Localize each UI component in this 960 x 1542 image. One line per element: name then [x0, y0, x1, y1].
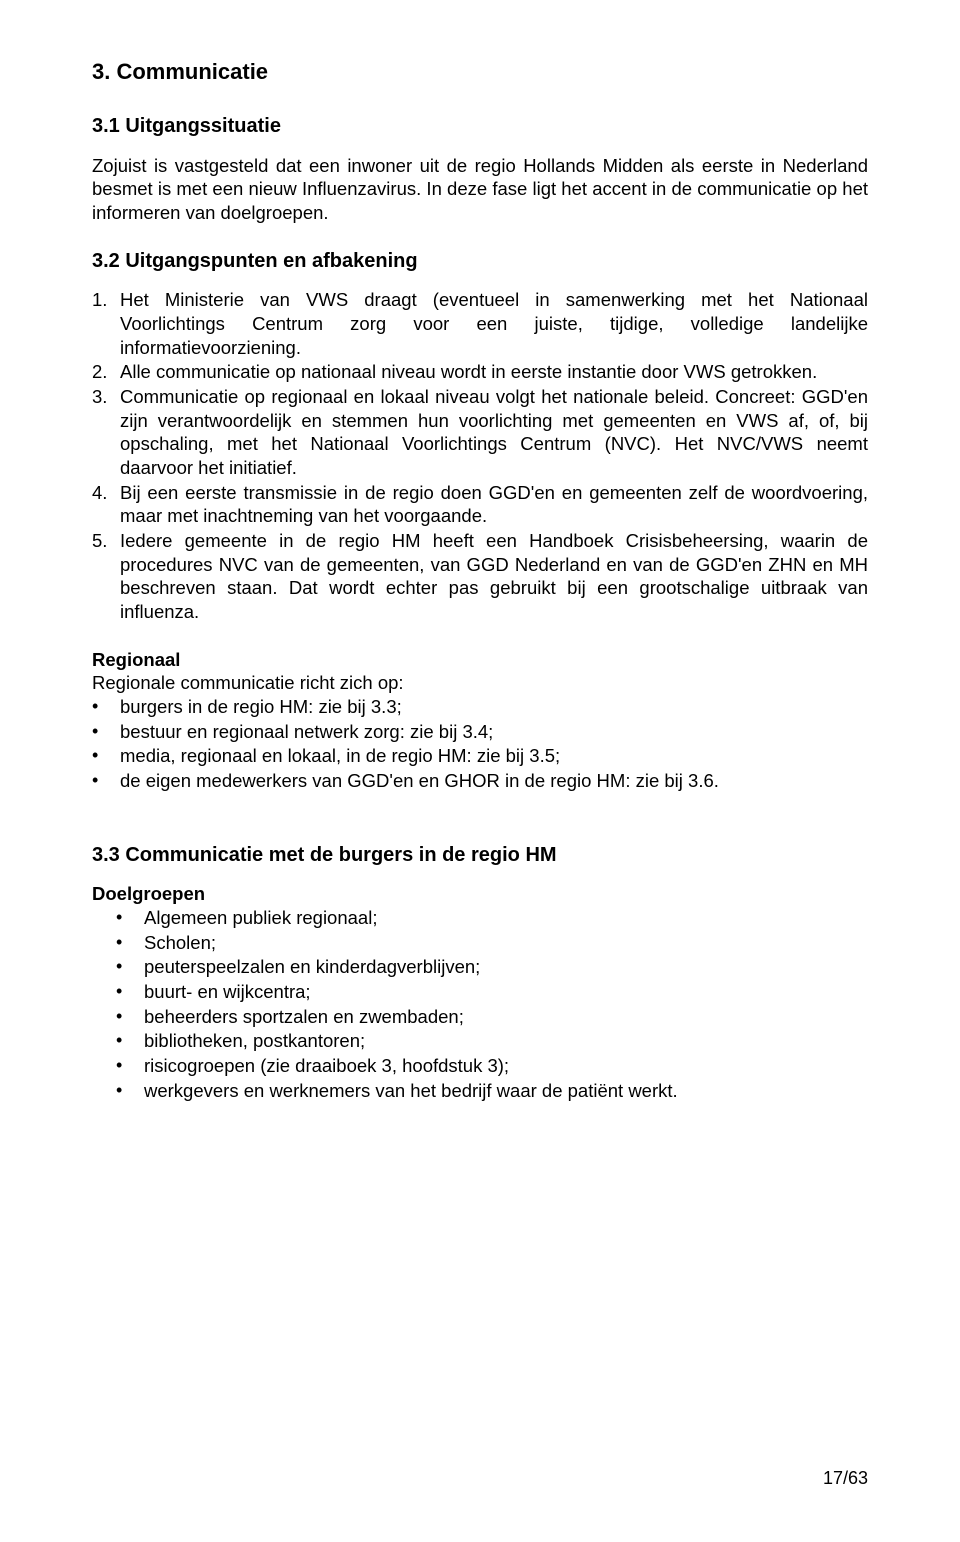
regionaal-intro: Regionale communicatie richt zich op:	[92, 671, 868, 695]
section-3-1-paragraph: Zojuist is vastgesteld dat een inwoner u…	[92, 154, 868, 225]
regionaal-list: burgers in de regio HM: zie bij 3.3; bes…	[92, 695, 868, 793]
section-3-2-heading: 3.2 Uitgangspunten en afbakening	[92, 249, 868, 275]
list-text: peuterspeelzalen en kinderdagverblijven;	[144, 955, 480, 979]
list-item: werkgevers en werknemers van het bedrijf…	[92, 1079, 868, 1103]
list-item: buurt- en wijkcentra;	[92, 980, 868, 1004]
list-text: burgers in de regio HM: zie bij 3.3;	[120, 695, 402, 719]
list-item: 1.Het Ministerie van VWS draagt (eventue…	[92, 288, 868, 359]
list-number: 4.	[92, 481, 120, 528]
list-number: 5.	[92, 529, 120, 624]
list-item: 5.Iedere gemeente in de regio HM heeft e…	[92, 529, 868, 624]
list-item: risicogroepen (zie draaiboek 3, hoofdstu…	[92, 1054, 868, 1078]
list-text: Scholen;	[144, 931, 216, 955]
list-text: media, regionaal en lokaal, in de regio …	[120, 744, 560, 768]
list-item: beheerders sportzalen en zwembaden;	[92, 1005, 868, 1029]
list-item: de eigen medewerkers van GGD'en en GHOR …	[92, 769, 868, 793]
section-3-2-list: 1.Het Ministerie van VWS draagt (eventue…	[92, 288, 868, 623]
page-number: 17/63	[823, 1467, 868, 1490]
list-item: bibliotheken, postkantoren;	[92, 1029, 868, 1053]
list-text: buurt- en wijkcentra;	[144, 980, 311, 1004]
list-text: risicogroepen (zie draaiboek 3, hoofdstu…	[144, 1054, 509, 1078]
doelgroepen-list: Algemeen publiek regionaal; Scholen; peu…	[92, 906, 868, 1102]
list-item: Algemeen publiek regionaal;	[92, 906, 868, 930]
list-text: werkgevers en werknemers van het bedrijf…	[144, 1079, 678, 1103]
list-item: Scholen;	[92, 931, 868, 955]
list-text: Het Ministerie van VWS draagt (eventueel…	[120, 288, 868, 359]
list-item: 4.Bij een eerste transmissie in de regio…	[92, 481, 868, 528]
list-number: 3.	[92, 385, 120, 480]
list-item: burgers in de regio HM: zie bij 3.3;	[92, 695, 868, 719]
list-number: 2.	[92, 360, 120, 384]
list-text: de eigen medewerkers van GGD'en en GHOR …	[120, 769, 719, 793]
list-text: Bij een eerste transmissie in de regio d…	[120, 481, 868, 528]
list-text: bibliotheken, postkantoren;	[144, 1029, 365, 1053]
list-text: Iedere gemeente in de regio HM heeft een…	[120, 529, 868, 624]
section-3-heading: 3. Communicatie	[92, 58, 868, 86]
section-3-1-heading: 3.1 Uitgangssituatie	[92, 114, 868, 140]
list-item: media, regionaal en lokaal, in de regio …	[92, 744, 868, 768]
list-number: 1.	[92, 288, 120, 359]
list-item: 2.Alle communicatie op nationaal niveau …	[92, 360, 868, 384]
list-item: 3.Communicatie op regionaal en lokaal ni…	[92, 385, 868, 480]
list-text: Algemeen publiek regionaal;	[144, 906, 377, 930]
list-text: Alle communicatie op nationaal niveau wo…	[120, 360, 868, 384]
list-item: bestuur en regionaal netwerk zorg: zie b…	[92, 720, 868, 744]
section-3-3-heading: 3.3 Communicatie met de burgers in de re…	[92, 843, 868, 869]
doelgroepen-heading: Doelgroepen	[92, 882, 868, 906]
regionaal-heading: Regionaal	[92, 648, 868, 672]
doelgroepen-block: Doelgroepen Algemeen publiek regionaal; …	[92, 882, 868, 1102]
list-text: bestuur en regionaal netwerk zorg: zie b…	[120, 720, 493, 744]
list-item: peuterspeelzalen en kinderdagverblijven;	[92, 955, 868, 979]
regionaal-block: Regionaal Regionale communicatie richt z…	[92, 648, 868, 793]
list-text: beheerders sportzalen en zwembaden;	[144, 1005, 464, 1029]
list-text: Communicatie op regionaal en lokaal nive…	[120, 385, 868, 480]
